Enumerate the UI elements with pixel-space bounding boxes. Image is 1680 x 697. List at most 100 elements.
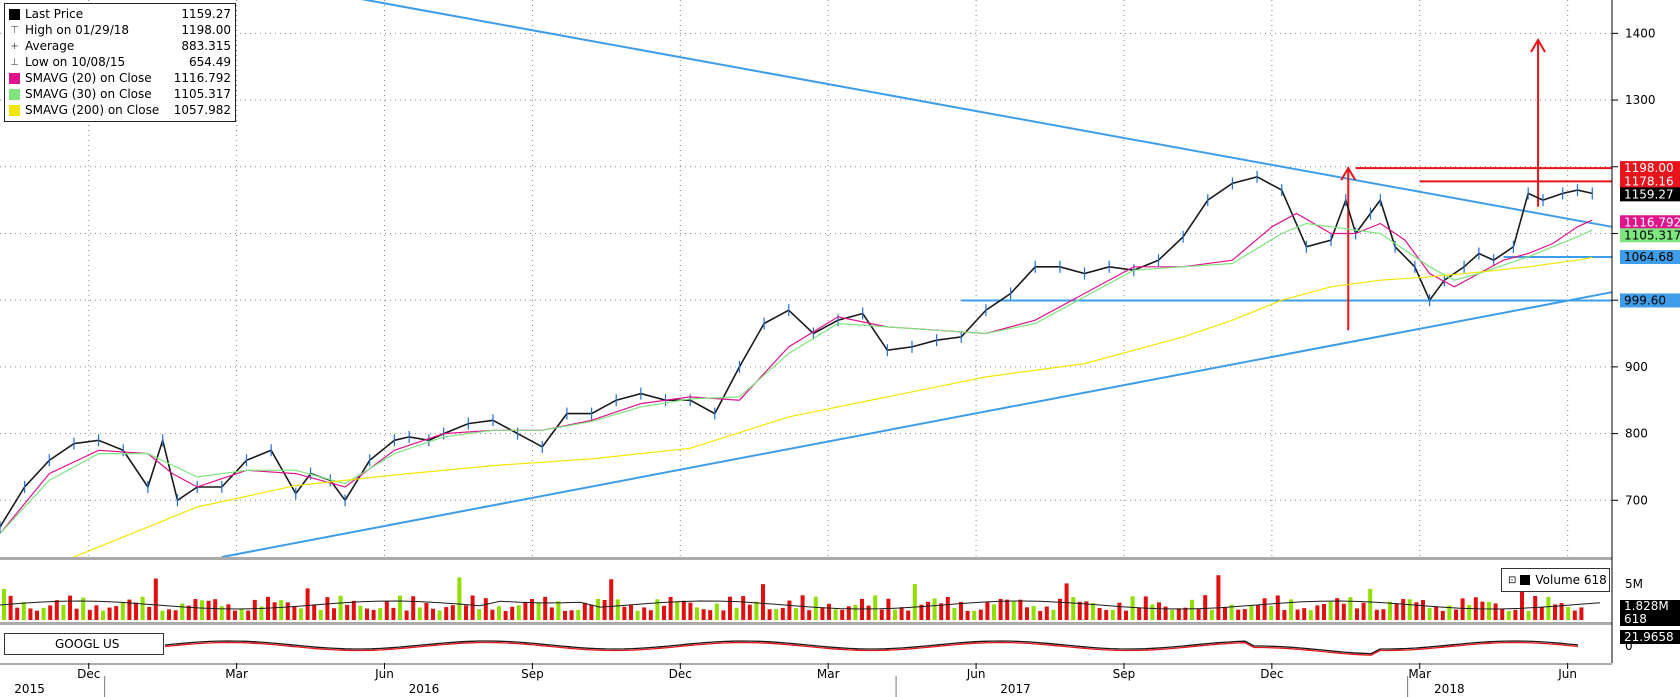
volume-bar — [906, 610, 911, 620]
volume-bar — [985, 602, 990, 620]
volume-bar — [1539, 606, 1544, 620]
volume-bar — [787, 600, 792, 620]
volume-bar — [120, 602, 125, 620]
volume-bar — [1440, 610, 1445, 620]
volume-bar — [846, 606, 851, 620]
volume-bar — [516, 605, 521, 620]
ticker-label[interactable]: GOOGL US — [4, 633, 164, 655]
volume-bar — [1044, 606, 1049, 620]
volume-bar — [569, 610, 574, 620]
volume-bar — [1401, 599, 1406, 620]
volume-bar — [180, 603, 185, 620]
volume-bar — [833, 609, 838, 620]
volume-bar — [193, 599, 198, 620]
volume-bar — [734, 607, 739, 620]
volume-swatch-icon — [1520, 575, 1531, 585]
volume-bar — [813, 596, 818, 620]
volume-bar — [444, 607, 449, 620]
legend-item: ⊤ High on 01/29/18 1198.00 — [9, 22, 231, 38]
volume-bar — [417, 607, 422, 620]
volume-bar — [325, 597, 330, 620]
volume-bar — [477, 609, 482, 620]
volume-bar — [879, 609, 884, 620]
panel-divider — [0, 622, 1612, 625]
volume-bar — [1275, 595, 1280, 620]
volume-bar — [714, 603, 719, 620]
volume-bar — [147, 606, 152, 620]
legend-value: 654.49 — [189, 55, 231, 69]
volume-bar — [1058, 598, 1062, 620]
price-tag-label: 1116.792 — [1624, 215, 1680, 229]
x-month-label: Jun — [374, 667, 394, 681]
price-tag-label: 1178.16 — [1624, 174, 1674, 188]
volume-bar — [556, 601, 561, 620]
volume-bar — [503, 610, 508, 620]
volume-bar — [629, 605, 633, 620]
indicator-signal-line — [164, 641, 1579, 656]
y-tick-label: 1300 — [1625, 93, 1656, 107]
legend-label: Low on 10/08/15 — [25, 55, 126, 69]
price-tag-label: 1198.00 — [1624, 161, 1674, 175]
volume-bar — [820, 607, 825, 620]
volume-bar — [167, 609, 171, 620]
volume-bar — [74, 608, 79, 620]
legend-value: 1105.317 — [173, 87, 231, 101]
volume-bar — [701, 609, 706, 620]
volume-bar — [1229, 604, 1234, 620]
volume-bar — [1407, 599, 1412, 620]
volume-bar — [470, 595, 475, 620]
volume-bar — [206, 600, 211, 620]
volume-bar — [371, 609, 376, 620]
volume-bar — [747, 604, 752, 620]
legend-label: Average — [25, 39, 75, 53]
price-series — [0, 170, 1593, 558]
volume-bar — [1520, 579, 1524, 620]
volume-bar — [279, 600, 284, 620]
volume-bar — [213, 599, 218, 620]
volume-bar — [1526, 610, 1531, 620]
volume-bar — [1196, 608, 1201, 620]
volume-bar — [959, 601, 963, 620]
volume-bar — [1421, 600, 1425, 620]
indicator-axis-label: 0 — [1625, 639, 1633, 653]
grid-lines — [0, 0, 1612, 557]
volume-bar — [549, 607, 554, 620]
volume-bar — [926, 601, 930, 620]
price-tag — [1620, 174, 1680, 189]
volume-bar — [1302, 608, 1307, 620]
volume-bar — [919, 604, 924, 620]
volume-bar — [259, 606, 264, 620]
volume-bar — [153, 578, 158, 620]
volume-bar — [431, 608, 435, 620]
volume-bar — [252, 599, 257, 620]
expand-icon[interactable]: ⊡ — [1508, 574, 1517, 586]
x-year-label: 2016 — [409, 682, 440, 696]
legend-item: SMAVG (30) on Close 1105.317 — [9, 86, 231, 102]
volume-bar — [384, 601, 389, 620]
x-year-label: 2015 — [14, 682, 45, 696]
volume-bar — [48, 605, 53, 620]
volume-bar — [767, 609, 772, 620]
x-month-label: Jun — [966, 667, 986, 681]
volume-legend[interactable]: ⊡ Volume 618 — [1501, 568, 1610, 592]
volume-bar — [1355, 608, 1359, 620]
volume-bar — [761, 584, 765, 620]
volume-legend-value: 618 — [1583, 573, 1607, 587]
volume-tag — [1620, 600, 1680, 613]
volume-bar — [615, 599, 620, 620]
series-line — [73, 256, 1593, 558]
trend-line-resistance — [360, 0, 1613, 228]
volume-bar — [1315, 605, 1320, 620]
volume-bar — [28, 608, 33, 620]
x-month-label: Mar — [817, 667, 840, 681]
volume-bar — [1361, 602, 1366, 620]
volume-bar — [1559, 603, 1564, 620]
volume-bar — [1460, 598, 1465, 620]
panel-divider — [0, 663, 1612, 665]
volume-bar — [945, 596, 950, 620]
volume-bar — [299, 608, 303, 620]
volume-bar — [1493, 603, 1498, 620]
volume-bar — [952, 607, 957, 620]
volume-bar — [1269, 605, 1274, 620]
